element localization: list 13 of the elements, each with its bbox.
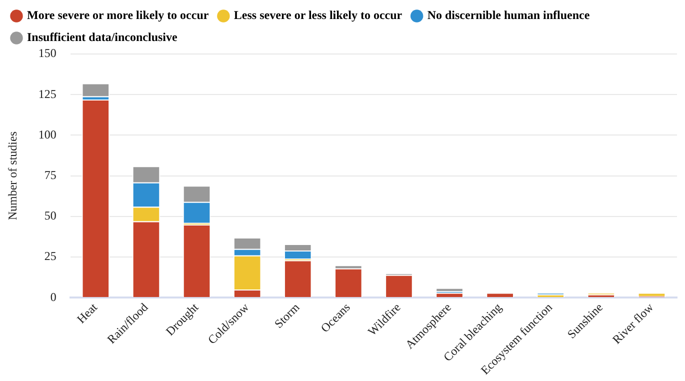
y-tick-label: 150 <box>38 46 56 60</box>
y-tick-label: 75 <box>44 168 56 182</box>
y-tick-label: 100 <box>38 127 56 142</box>
y-tick-label: 0 <box>50 290 56 304</box>
y-tick-label: 50 <box>44 208 56 223</box>
legend-label: No discernible human influence <box>427 8 590 22</box>
y-tick-label: 25 <box>44 249 56 264</box>
y-axis-title: Number of studies <box>5 131 20 220</box>
x-tick-label: Heat <box>74 300 100 326</box>
legend-label: Less severe or less likely to occur <box>234 8 403 22</box>
legend-label: More severe or more likely to occur <box>27 8 210 22</box>
legend-label: Insufficient data/inconclusive <box>27 30 178 44</box>
y-tick-label: 125 <box>38 86 56 101</box>
